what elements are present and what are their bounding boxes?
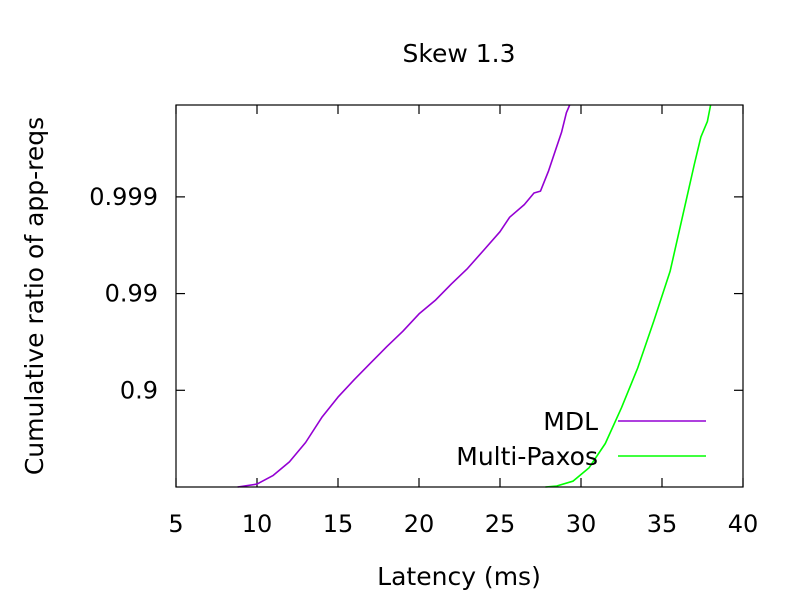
ticks-layer: 5 10 15 20 25 30 35 40 0.9 0.99 0.999 [89,105,758,538]
series-line-multi-paxos [545,104,712,488]
x-tick-label: 30 [566,510,597,538]
x-tick-label: 5 [168,510,183,538]
legend-label-multi-paxos: Multi-Paxos [456,442,598,471]
x-tick-label: 15 [323,510,354,538]
series-line-mdl [237,104,571,488]
y-tick-label: 0.999 [89,183,158,211]
legend-label-mdl: MDL [543,407,598,436]
x-tick-label: 20 [404,510,435,538]
y-axis-label: Cumulative ratio of app-reqs [20,117,49,475]
plot-frame [175,104,744,488]
x-tick-label: 10 [242,510,273,538]
y-tick-label: 0.9 [120,376,158,404]
chart-title: Skew 1.3 [403,39,516,68]
x-tick-label: 25 [485,510,516,538]
x-tick-label: 40 [728,510,759,538]
y-tick-label: 0.99 [105,280,158,308]
series-layer [237,104,712,488]
legend: MDL Multi-Paxos [456,407,706,471]
x-tick-label: 35 [647,510,678,538]
x-axis-label: Latency (ms) [377,562,541,591]
